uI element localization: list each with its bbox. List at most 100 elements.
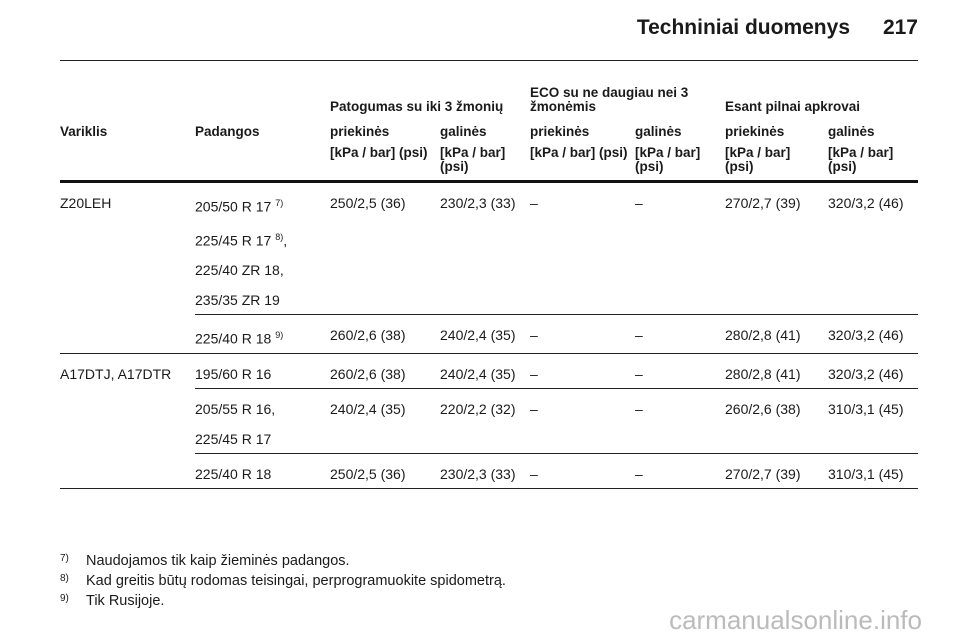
table-row: A17DTJ, A17DTR 195/60 R 16 260/2,6 (38) 240… [60,353,918,389]
footnote-mark: 9) [60,593,69,604]
page-number: 217 [882,16,918,39]
footnote-mark: 8) [60,573,69,584]
unit-header: [kPa / bar] (psi) [530,146,635,183]
footnote: 9) Tik Rusijoje. [60,591,506,611]
unit-header: [kPa / bar] (psi) [635,146,725,183]
column-header: Variklis [60,124,108,139]
pressure-value: 250/2,5 (36) [330,453,440,489]
pressure-value: 260/2,6 (38) [330,353,440,389]
footnotes: 7) Naudojamos tik kaip žieminės padangos.… [60,551,506,611]
pressure-value: 260/2,6 (38) [725,388,828,454]
unit-header: [kPa / bar] (psi) [330,146,440,183]
footnote-ref: 9) [275,330,284,341]
group-header-row: Patogumas su iki 3 žmonių ECO su ne daugi… [60,76,918,118]
unit-header: [kPa / bar] (psi) [440,146,530,183]
pressure-value: 230/2,3 (33) [440,453,530,489]
pressure-value: 260/2,6 (38) [330,314,440,354]
header-rule [60,60,918,61]
pressure-table: Patogumas su iki 3 žmonių ECO su ne daugi… [60,76,918,489]
tyre-line: 195/60 R 16 [195,366,324,382]
tyre-line: 225/40 R 18 9) [195,327,324,347]
column-header: priekinės [330,124,390,139]
pressure-value: 230/2,3 (33) [440,181,530,316]
tyre-size: 195/60 R 16 [195,365,272,382]
engine-cell: A17DTJ, A17DTR [60,365,172,382]
pressure-value: 280/2,8 (41) [725,314,828,354]
tyre-cell: 205/55 R 16, 225/45 R 17 [195,388,330,454]
pressure-value: 220/2,2 (32) [440,388,530,454]
tyre-size: 235/35 ZR 19 [195,292,280,309]
group-header: Esant pilnai apkrovai [725,99,861,114]
pressure-value: – [635,353,725,389]
column-header: galinės [828,124,875,139]
tyre-size: 225/40 R 18 [195,465,272,482]
pressure-value: 240/2,4 (35) [440,314,530,354]
pressure-value: 320/3,2 (46) [828,181,918,316]
pressure-value: 270/2,7 (39) [725,453,828,489]
tyre-line: 225/45 R 17 8), [195,229,324,249]
empty [195,146,330,183]
pressure-value: 320/3,2 (46) [828,353,918,389]
group-header: ECO su ne daugiau nei 3 žmonėmis [530,85,689,114]
footnote-ref: 8) [275,231,284,242]
tyre-cell: 225/40 R 18 9) [195,314,330,354]
column-header: Padangos [195,124,260,139]
pressure-value: – [530,388,635,454]
pressure-value: 310/3,1 (45) [828,388,918,454]
pressure-value: – [635,388,725,454]
tyre-line: 225/45 R 17 [195,431,324,447]
table-row: 225/40 R 18 250/2,5 (36) 230/2,3 (33) – –270… [60,453,918,489]
footnote: 8) Kad greitis būtų rodomas teisingai, pe… [60,571,506,591]
pressure-value: – [530,314,635,354]
pressure-value: – [530,353,635,389]
pressure-value: – [530,181,635,316]
column-header-row: Variklis Padangos priekinės galinės priekinė… [60,118,918,146]
footnote-text: Kad greitis būtų rodomas teisingai, perp… [86,573,506,589]
tyre-size: 205/50 R 17 [195,198,272,215]
empty [195,76,330,118]
pressure-value: – [635,453,725,489]
watermark: carmanualsonline.info [669,605,922,635]
column-header: priekinės [530,124,590,139]
pressure-value: – [635,314,725,354]
tyre-cell: 205/50 R 17 7) 225/45 R 17 8), 225/40 ZR 1… [195,181,330,316]
pressure-value: 310/3,1 (45) [828,453,918,489]
pressure-value: 240/2,4 (35) [330,388,440,454]
engine-cell [60,314,195,354]
pressure-value: 250/2,5 (36) [330,181,440,316]
tyre-cell: 195/60 R 16 [195,353,330,389]
column-header: priekinės [725,124,785,139]
pressure-value: 320/3,2 (46) [828,314,918,354]
tyre-size: 225/45 R 17 [195,232,272,249]
table-row: 205/55 R 16, 225/45 R 17 240/2,4 (35) 220/2… [60,388,918,454]
footnote: 7) Naudojamos tik kaip žieminės padangos. [60,551,506,571]
footnote-ref: 7) [275,198,284,208]
tyre-size: 225/45 R 17 [195,430,272,447]
footnote-mark: 7) [60,553,69,564]
engine-cell [60,388,195,453]
unit-row: [kPa / bar] (psi) [kPa / bar] (psi) [kPa /… [60,146,918,183]
engine-cell [60,453,195,489]
tyre-line: 205/55 R 16, [195,401,324,417]
tyre-cell: 225/40 R 18 [195,453,330,489]
tyre-line: 235/35 ZR 19 [195,292,324,308]
empty [60,146,195,183]
tyre-line: 225/40 R 18 [195,466,324,482]
column-header: galinės [635,124,682,139]
tyre-line: 205/50 R 17 7) [195,195,324,215]
table-row: Z20LEH 205/50 R 17 7) 225/45 R 17 8), 225/4… [60,181,918,316]
footnote-text: Naudojamos tik kaip žieminės padangos. [86,553,350,569]
column-header: galinės [440,124,487,139]
punct: , [283,232,288,249]
tyre-line: 225/40 ZR 18, [195,262,324,278]
unit-header: [kPa / bar] (psi) [828,146,918,183]
pressure-value: 240/2,4 (35) [440,353,530,389]
footnote-text: Tik Rusijoje. [86,593,165,609]
tyre-size: 225/40 R 18 [195,330,272,347]
pressure-value: – [530,453,635,489]
empty [60,76,195,118]
unit-header: [kPa / bar] (psi) [725,146,828,183]
engine-cell: Z20LEH [60,195,112,211]
pressure-value: 280/2,8 (41) [725,353,828,389]
